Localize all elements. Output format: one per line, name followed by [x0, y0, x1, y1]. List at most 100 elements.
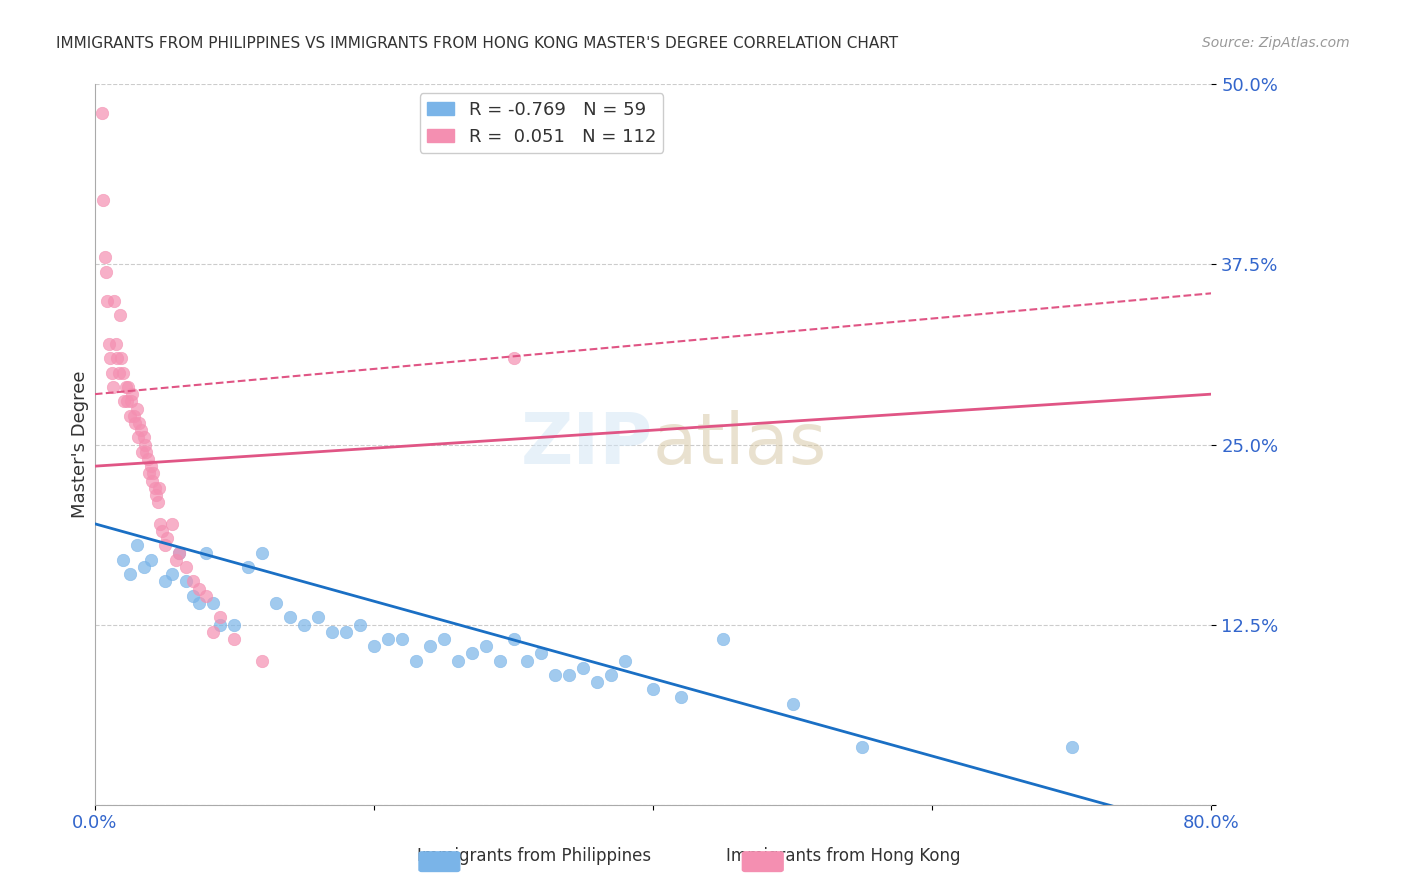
Point: [669, 690, 692, 704]
Point: [145, 488, 167, 502]
Point: [252, 654, 274, 668]
Point: [195, 546, 218, 560]
Point: [292, 617, 315, 632]
Point: [156, 531, 179, 545]
Point: [460, 647, 482, 661]
Point: [129, 423, 152, 437]
Point: [143, 481, 166, 495]
Point: [643, 682, 665, 697]
Point: [117, 380, 139, 394]
Point: [252, 546, 274, 560]
Point: [97, 336, 120, 351]
Point: [405, 654, 427, 668]
Point: [134, 437, 156, 451]
Point: [572, 661, 595, 675]
Point: [202, 596, 225, 610]
Point: [181, 589, 204, 603]
Text: atlas: atlas: [654, 410, 828, 479]
Y-axis label: Master's Degree: Master's Degree: [72, 371, 89, 518]
Point: [91, 193, 114, 207]
Point: [122, 409, 145, 423]
Point: [118, 567, 141, 582]
Text: Source: ZipAtlas.com: Source: ZipAtlas.com: [1202, 36, 1350, 50]
Point: [111, 366, 134, 380]
Point: [391, 632, 413, 646]
Point: [120, 394, 142, 409]
Point: [502, 351, 524, 365]
Point: [516, 654, 538, 668]
Point: [149, 516, 172, 531]
Point: [139, 459, 162, 474]
Point: [586, 675, 609, 690]
Point: [278, 610, 301, 624]
Point: [195, 589, 218, 603]
Point: [153, 538, 176, 552]
Point: [121, 387, 143, 401]
Point: [108, 308, 131, 322]
Point: [160, 567, 183, 582]
Point: [125, 538, 148, 552]
Point: [307, 610, 329, 624]
Point: [131, 444, 153, 458]
Text: ZIP: ZIP: [520, 410, 654, 479]
Point: [202, 624, 225, 639]
Point: [112, 394, 135, 409]
Point: [349, 617, 371, 632]
Point: [150, 524, 173, 538]
Point: [114, 380, 136, 394]
Point: [128, 416, 150, 430]
Point: [146, 495, 169, 509]
Point: [125, 401, 148, 416]
Point: [132, 560, 155, 574]
Point: [419, 639, 441, 653]
Point: [174, 574, 197, 589]
Text: Immigrants from Philippines: Immigrants from Philippines: [418, 847, 651, 865]
Point: [488, 654, 510, 668]
Point: [110, 351, 132, 365]
Point: [447, 654, 470, 668]
Point: [502, 632, 524, 646]
Point: [711, 632, 734, 646]
Point: [224, 617, 246, 632]
Point: [174, 560, 197, 574]
Point: [96, 293, 118, 308]
Point: [141, 474, 163, 488]
Point: [224, 632, 246, 646]
Point: [132, 430, 155, 444]
Point: [167, 546, 190, 560]
Point: [100, 366, 122, 380]
Point: [474, 639, 496, 653]
Point: [124, 416, 146, 430]
Point: [1060, 740, 1083, 755]
Point: [851, 740, 873, 755]
Point: [181, 574, 204, 589]
Point: [377, 632, 399, 646]
Point: [165, 553, 187, 567]
Point: [600, 668, 623, 682]
Point: [188, 596, 211, 610]
Point: [558, 668, 581, 682]
Point: [264, 596, 287, 610]
Point: [188, 582, 211, 596]
Point: [153, 574, 176, 589]
Point: [167, 546, 190, 560]
Point: [782, 697, 804, 711]
Point: [142, 467, 165, 481]
Point: [148, 481, 170, 495]
Point: [433, 632, 456, 646]
Point: [98, 351, 121, 365]
Point: [105, 351, 128, 365]
Point: [111, 553, 134, 567]
Point: [90, 106, 112, 120]
Text: IMMIGRANTS FROM PHILIPPINES VS IMMIGRANTS FROM HONG KONG MASTER'S DEGREE CORRELA: IMMIGRANTS FROM PHILIPPINES VS IMMIGRANT…: [56, 36, 898, 51]
Point: [138, 467, 160, 481]
Point: [363, 639, 385, 653]
Point: [335, 624, 357, 639]
Point: [614, 654, 637, 668]
Point: [321, 624, 343, 639]
Point: [209, 617, 232, 632]
Point: [136, 452, 159, 467]
Point: [127, 430, 149, 444]
Point: [115, 394, 138, 409]
Point: [104, 336, 127, 351]
